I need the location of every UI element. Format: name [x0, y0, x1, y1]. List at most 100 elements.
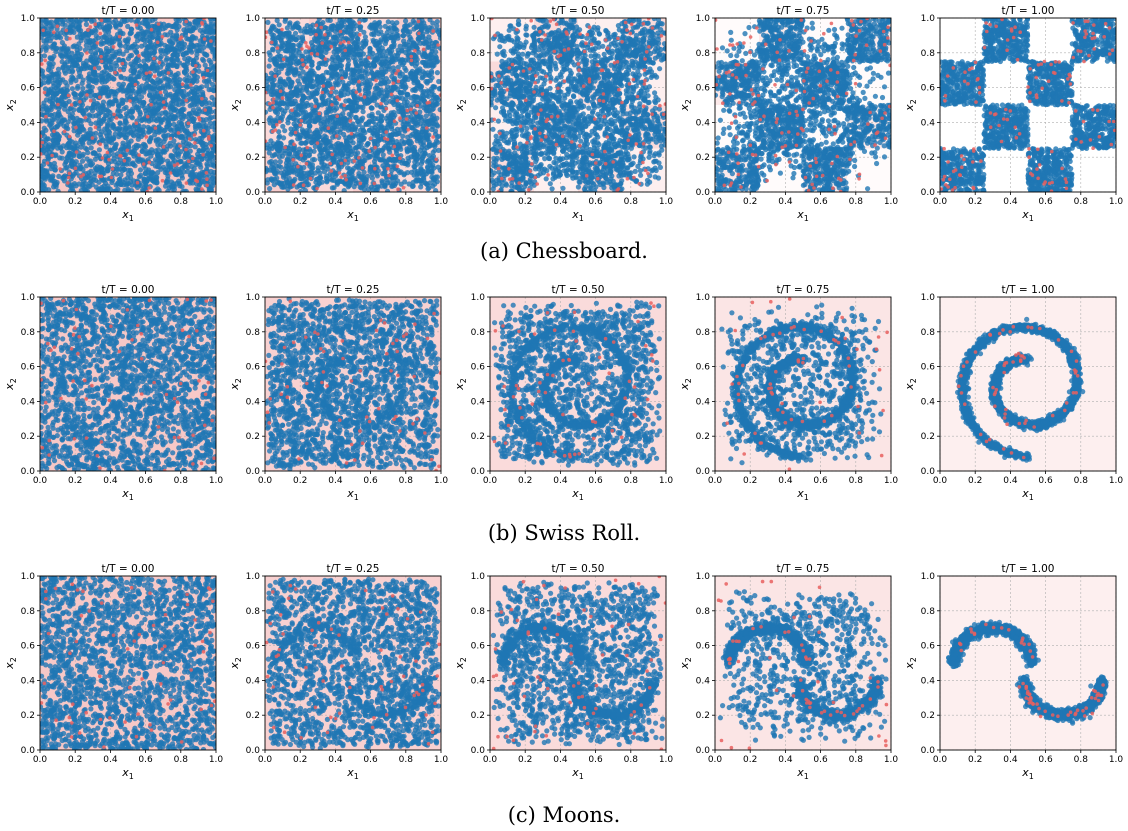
- data-point: [379, 53, 385, 59]
- density-mark: [145, 114, 150, 119]
- data-point: [427, 58, 433, 64]
- data-point: [44, 168, 50, 174]
- data-point: [77, 56, 83, 63]
- data-point: [77, 124, 83, 130]
- data-point: [43, 40, 49, 46]
- data-point: [154, 24, 161, 30]
- data-point: [353, 145, 359, 151]
- data-point: [319, 165, 326, 171]
- data-point: [157, 138, 163, 144]
- density-mark: [107, 157, 111, 162]
- data-point: [83, 188, 89, 192]
- data-point: [368, 105, 374, 111]
- data-point: [69, 50, 75, 56]
- data-point: [166, 38, 172, 44]
- data-point: [59, 40, 65, 46]
- data-point: [83, 30, 89, 36]
- data-point: [280, 123, 286, 129]
- density-mark: [42, 90, 47, 95]
- data-point: [315, 65, 321, 71]
- density-mark: [52, 129, 56, 133]
- data-point: [150, 95, 156, 101]
- density-mark: [160, 178, 165, 183]
- data-point: [120, 81, 126, 87]
- data-point: [126, 124, 133, 130]
- data-point: [80, 85, 86, 92]
- data-point: [147, 39, 153, 45]
- data-point: [195, 106, 201, 112]
- data-point: [404, 121, 410, 127]
- data-point: [76, 128, 82, 134]
- density-mark: [203, 108, 207, 112]
- data-point: [382, 93, 388, 99]
- data-point: [205, 43, 212, 49]
- data-point: [174, 101, 180, 107]
- data-point: [96, 186, 102, 192]
- density-mark: [201, 153, 205, 157]
- data-point: [272, 171, 278, 177]
- data-point: [141, 58, 147, 64]
- density-mark: [93, 22, 97, 27]
- data-point: [71, 120, 77, 126]
- data-point: [73, 62, 79, 68]
- data-point: [285, 145, 291, 151]
- data-point: [428, 168, 434, 174]
- data-point: [174, 63, 180, 69]
- data-point: [47, 122, 53, 128]
- data-point: [412, 53, 418, 59]
- data-point: [101, 183, 107, 189]
- density-mark: [161, 100, 166, 104]
- data-point: [60, 175, 66, 181]
- data-point: [56, 105, 62, 112]
- density-mark: [78, 100, 82, 104]
- data-point: [193, 111, 199, 117]
- data-point: [158, 53, 164, 60]
- data-point: [153, 101, 159, 107]
- data-point: [389, 48, 395, 54]
- y-tick-label: 0.8: [21, 49, 36, 59]
- data-point: [434, 174, 440, 180]
- data-point: [174, 21, 180, 27]
- y-tick-label: 0.0: [21, 188, 36, 198]
- data-point: [135, 107, 141, 113]
- data-point: [318, 125, 325, 131]
- data-point: [389, 29, 395, 35]
- data-point: [362, 18, 368, 23]
- data-point: [360, 109, 366, 115]
- data-point: [91, 150, 97, 156]
- data-point: [147, 88, 153, 94]
- density-mark: [137, 153, 141, 157]
- density-mark: [93, 125, 98, 130]
- data-point: [40, 47, 44, 53]
- data-point: [106, 29, 112, 35]
- axes-frame: [39, 17, 217, 193]
- y-tick-label: 0.4: [21, 118, 36, 128]
- data-point: [381, 171, 387, 177]
- data-point: [153, 137, 159, 143]
- data-point: [281, 135, 287, 141]
- data-point: [150, 79, 156, 85]
- data-point: [142, 144, 149, 150]
- data-point: [302, 178, 308, 184]
- caption-swiss-roll: (b) Swiss Roll.: [488, 521, 640, 545]
- data-point: [206, 158, 212, 164]
- data-point: [68, 79, 74, 85]
- data-point: [139, 148, 145, 154]
- data-point: [75, 132, 81, 138]
- data-point: [319, 93, 325, 99]
- y-tick-label: 0.2: [21, 153, 35, 163]
- data-point: [122, 177, 128, 183]
- data-point: [111, 152, 117, 158]
- data-point: [342, 87, 348, 93]
- y-tick-label: 1.0: [21, 14, 36, 24]
- data-point: [171, 131, 177, 138]
- subplot-chessboard-1: 0.0 0.2 0.4 0.6 0.8 1.00.00.20.40.60.81.0t/T …: [228, 5, 448, 223]
- data-point: [91, 78, 97, 84]
- data-point: [203, 100, 209, 107]
- data-point: [87, 113, 93, 119]
- data-point: [100, 177, 106, 183]
- data-point: [154, 65, 160, 71]
- data-point: [153, 174, 159, 180]
- data-point: [341, 188, 347, 192]
- density-mark: [40, 152, 43, 156]
